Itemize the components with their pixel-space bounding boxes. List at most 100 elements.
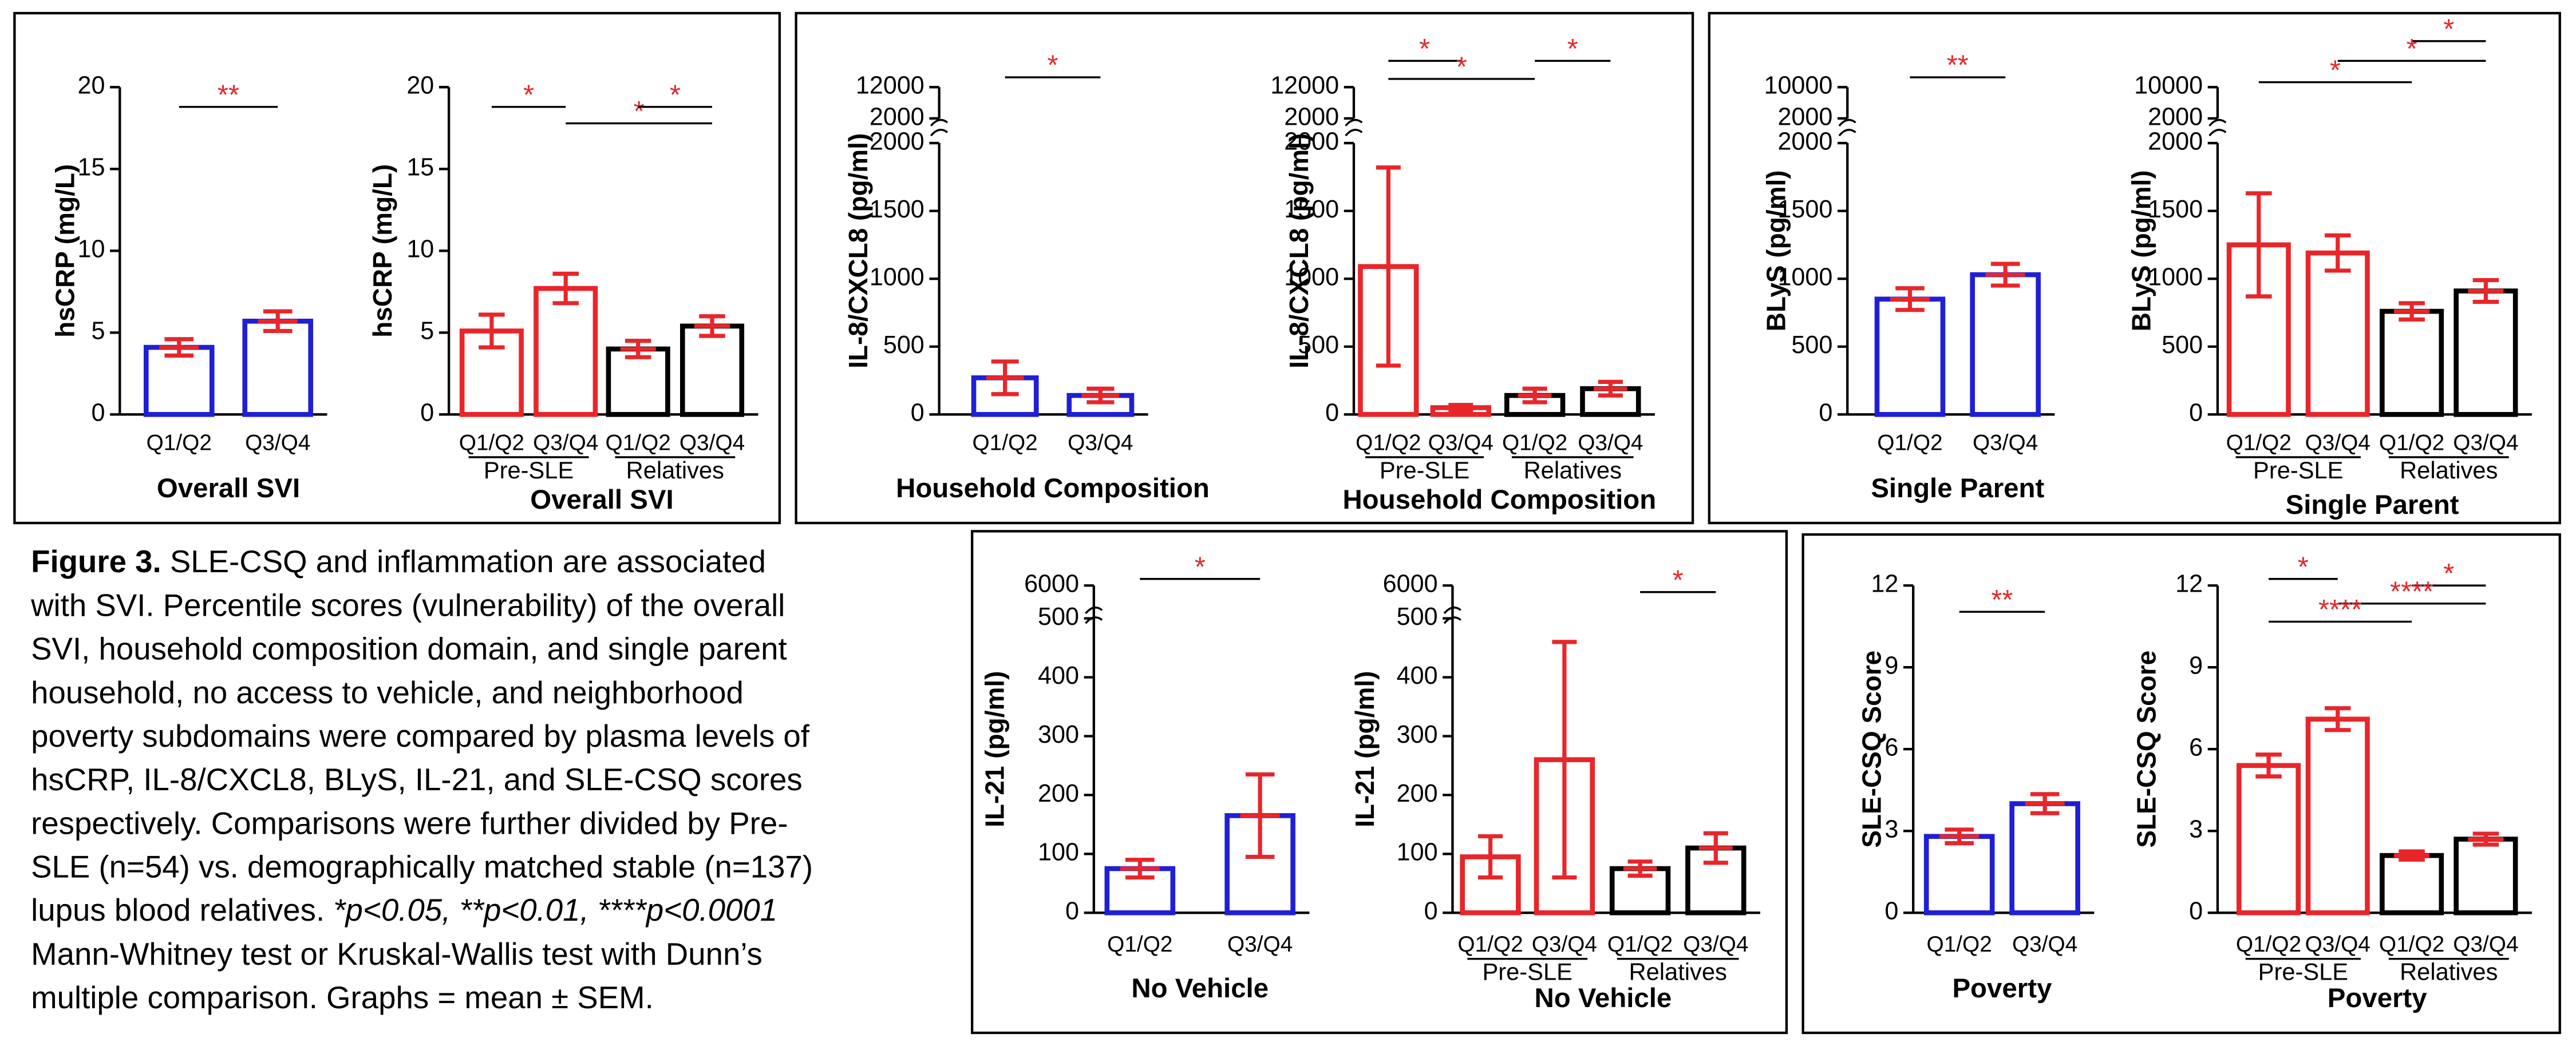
- bar: [2380, 853, 2444, 916]
- group-label: Relatives: [1524, 457, 1622, 484]
- error-bar: [2320, 233, 2356, 273]
- y-tick-label: 10000: [2134, 72, 2203, 100]
- x-tick-label: Q1/Q2: [1457, 932, 1523, 957]
- x-axis-label: Poverty: [2328, 983, 2428, 1013]
- x-axis-label: No Vehicle: [1131, 973, 1269, 1004]
- y-tick-label: 2000: [870, 128, 924, 155]
- error-bar: [1120, 857, 1160, 880]
- group-label: Pre-SLE: [1482, 958, 1572, 985]
- group-label: Pre-SLE: [2253, 457, 2343, 484]
- chart: 0 100 200 300 400 500 6000 IL-21 (pg/ml) No Vehi…: [979, 552, 1310, 1004]
- error-bar: [620, 339, 656, 359]
- significance-label: *: [1456, 52, 1467, 83]
- y-tick-label: 1500: [1777, 196, 1832, 223]
- bar: [2380, 308, 2444, 417]
- caption-line: household, no access to vehicle, and nei…: [31, 675, 744, 710]
- y-tick-label: 5: [91, 318, 105, 345]
- y-tick-label: 2000: [870, 103, 924, 130]
- y-axis-label: IL-8/CXCL8 (pg/ml): [1284, 133, 1314, 369]
- y-tick-label: 12000: [1270, 72, 1339, 100]
- x-tick-label: Q3/Q4: [1428, 430, 1494, 455]
- y-tick-label: 0: [1819, 399, 1832, 427]
- y-tick-label: 1000: [870, 264, 924, 291]
- y-axis-label: IL-21 (pg/ml): [979, 671, 1009, 827]
- x-tick-label: Q3/Q4: [1068, 430, 1133, 455]
- significance-label: ****: [2390, 576, 2433, 607]
- y-tick-label: 2000: [1777, 128, 1832, 155]
- caption-line: lupus blood relatives. *p<0.05, **p<0.01…: [31, 893, 777, 928]
- y-tick-label: 1000: [2148, 264, 2203, 291]
- y-axis-label: IL-8/CXCL8 (pg/ml): [843, 133, 873, 369]
- error-bar: [1240, 772, 1280, 859]
- error-bar: [1985, 262, 2025, 288]
- significance-label: *: [2443, 558, 2454, 589]
- axis-break: [2208, 118, 2227, 137]
- y-tick-label: 20: [77, 72, 105, 100]
- chart: 0 5 10 15 20 hsCRP (mg/L) Overall SVI Q1/Q2 Q3/Q…: [368, 72, 758, 515]
- error-bar: [473, 312, 509, 350]
- error-bar: [2468, 278, 2504, 304]
- error-bar: [2468, 831, 2504, 847]
- chart: 0 5 10 15 20 hsCRP (mg/L) Overall SVI Q1/Q2 Q3/Q…: [50, 72, 327, 504]
- y-tick-label: 0: [2189, 898, 2203, 925]
- panel-frame: [13, 11, 781, 525]
- y-tick-label: 12: [1871, 570, 1898, 598]
- y-tick-label: 500: [1397, 603, 1438, 631]
- x-axis-label: Household Composition: [1342, 485, 1656, 515]
- y-axis-label: hsCRP (mg/L): [368, 164, 397, 338]
- x-tick-label: Q1/Q2: [1927, 932, 1992, 957]
- significance-label: *: [1567, 34, 1578, 65]
- group-label: Pre-SLE: [2258, 958, 2348, 985]
- error-bar: [2320, 706, 2356, 732]
- x-axis-label: Overall SVI: [530, 485, 673, 515]
- caption-line: poverty subdomains were compared by plas…: [31, 719, 810, 754]
- error-bar: [1518, 386, 1552, 405]
- x-tick-label: Q1/Q2: [2226, 430, 2291, 455]
- axis-break: [1838, 118, 1856, 137]
- y-tick-label: 2000: [1777, 103, 1832, 130]
- caption-line: Mann-Whitney test or Kruskal-Wallis test…: [31, 937, 762, 972]
- y-tick-label: 6000: [1024, 570, 1079, 598]
- y-tick-label: 500: [1038, 603, 1079, 631]
- y-tick-label: 10: [406, 236, 434, 263]
- bar: [679, 323, 745, 417]
- x-tick-label: Q1/Q2: [459, 430, 524, 455]
- x-tick-label: Q1/Q2: [2379, 430, 2444, 455]
- panel-frame: [970, 530, 1788, 1035]
- significance-label: **: [218, 80, 239, 110]
- y-tick-label: 1000: [1284, 264, 1339, 291]
- y-tick-label: 10: [77, 236, 105, 263]
- significance-label: *: [523, 80, 534, 110]
- caption-line: SVI, household composition domain, and s…: [31, 632, 787, 667]
- bar: [1970, 272, 2041, 417]
- error-bar: [1081, 386, 1120, 405]
- significance-label: **: [1947, 50, 1969, 81]
- error-bar: [1594, 379, 1627, 398]
- error-bar: [258, 309, 298, 334]
- error-bar: [986, 359, 1024, 397]
- x-tick-label: Q1/Q2: [2379, 932, 2444, 957]
- x-axis-label: Poverty: [1952, 973, 2052, 1004]
- error-bar: [1473, 834, 1507, 880]
- error-bar: [1890, 286, 1930, 312]
- y-tick-label: 100: [1397, 839, 1438, 866]
- significance-label: *: [2298, 552, 2309, 583]
- x-tick-label: Q1/Q2: [1877, 430, 1942, 455]
- y-tick-label: 0: [911, 399, 924, 427]
- y-tick-label: 400: [1038, 662, 1079, 690]
- x-tick-label: Q3/Q4: [679, 430, 745, 455]
- y-tick-label: 0: [1325, 399, 1339, 427]
- x-axis-label: Single Parent: [1871, 473, 2044, 504]
- error-bar: [1372, 165, 1405, 368]
- x-tick-label: Q1/Q2: [1502, 430, 1567, 455]
- y-tick-label: 1500: [870, 196, 924, 223]
- x-tick-label: Q1/Q2: [147, 430, 212, 455]
- y-axis-label: BLyS (pg/ml): [1761, 170, 1791, 331]
- significance-label: *: [1047, 50, 1058, 81]
- y-tick-label: 300: [1397, 721, 1438, 748]
- y-tick-label: 500: [1791, 331, 1832, 359]
- error-bar: [694, 314, 730, 338]
- group-label: Relatives: [626, 457, 724, 484]
- x-axis-label: Overall SVI: [157, 473, 300, 504]
